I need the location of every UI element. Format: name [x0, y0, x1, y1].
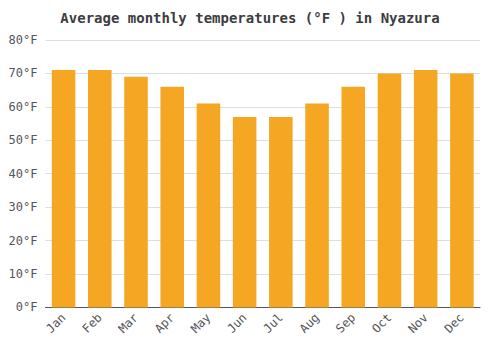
- svg-text:Nov: Nov: [405, 311, 430, 336]
- svg-text:80°F: 80°F: [9, 33, 38, 47]
- svg-text:Jul: Jul: [261, 311, 286, 336]
- svg-text:Feb: Feb: [80, 311, 105, 336]
- svg-text:Average monthly temperatures (: Average monthly temperatures (°F ) in Ny…: [60, 10, 439, 26]
- svg-text:Jun: Jun: [224, 311, 249, 336]
- svg-text:20°F: 20°F: [9, 234, 38, 248]
- svg-text:50°F: 50°F: [9, 133, 38, 147]
- svg-text:Oct: Oct: [369, 311, 394, 336]
- svg-text:10°F: 10°F: [9, 267, 38, 281]
- svg-text:40°F: 40°F: [9, 167, 38, 181]
- svg-text:Sep: Sep: [333, 311, 358, 336]
- svg-text:70°F: 70°F: [9, 66, 38, 80]
- svg-text:Jan: Jan: [43, 311, 68, 336]
- svg-text:Apr: Apr: [152, 311, 177, 336]
- svg-text:60°F: 60°F: [9, 100, 38, 114]
- svg-text:Mar: Mar: [116, 311, 141, 336]
- svg-text:Aug: Aug: [297, 311, 322, 336]
- svg-text:Dec: Dec: [442, 311, 467, 336]
- svg-text:30°F: 30°F: [9, 200, 38, 214]
- svg-text:May: May: [188, 311, 213, 336]
- svg-text:0°F: 0°F: [16, 300, 38, 314]
